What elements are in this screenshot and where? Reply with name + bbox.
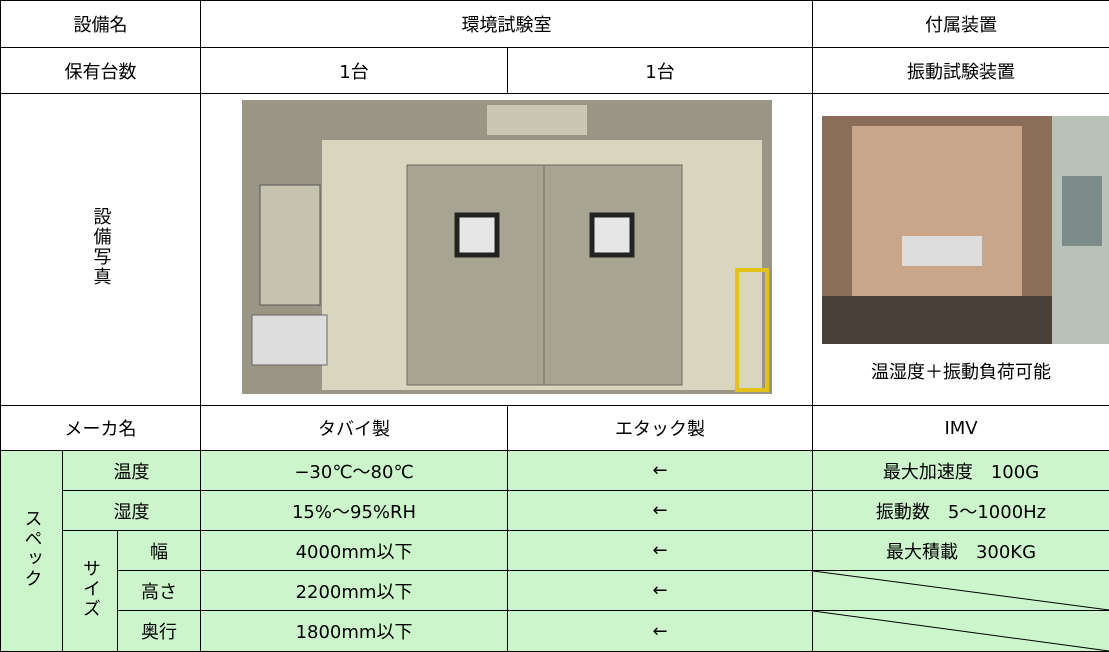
size-label: サイズ (80, 558, 101, 619)
cell: 振動数 5～1000Hz (812, 490, 1109, 531)
header-cell: 設備名 (0, 0, 202, 48)
spec-item: 温度 (61, 450, 202, 491)
spec-item: 高さ (116, 570, 202, 611)
cell: 最大加速度 100G (812, 450, 1109, 491)
cell: タバイ製 (200, 405, 509, 451)
cell: ← (507, 570, 814, 611)
cell: 1台 (200, 47, 509, 94)
cell: 1台 (507, 47, 814, 94)
header-cell: 環境試験室 (200, 0, 814, 48)
cell: ← (507, 490, 814, 531)
cell: 15%～95%RH (200, 490, 509, 531)
header-cell: 付属装置 (812, 0, 1109, 48)
vibration-photo (822, 115, 1109, 344)
cell: ← (507, 610, 814, 652)
photo-cell (200, 93, 814, 406)
spec-label: スペック (21, 508, 43, 589)
chamber-photo (241, 100, 772, 394)
empty-cell (812, 570, 1109, 611)
empty-cell (812, 610, 1109, 652)
spec-item: 湿度 (61, 490, 202, 531)
cell: IMV (812, 405, 1109, 451)
photo-label: 設備写真 (90, 207, 112, 287)
cell: 2200mm以下 (200, 570, 509, 611)
row-label: メーカ名 (0, 405, 202, 451)
cell: 最大積載 300KG (812, 530, 1109, 571)
cell: エタック製 (507, 405, 814, 451)
row-label: 保有台数 (0, 47, 202, 94)
spec-item: 奥行 (116, 610, 202, 652)
row-label: 設備写真 (0, 93, 202, 406)
row-label: サイズ (62, 530, 118, 652)
cell: ← (507, 530, 814, 571)
spec-item: 幅 (116, 530, 202, 571)
cell: ← (507, 450, 814, 491)
cell: 1800mm以下 (200, 610, 509, 652)
cell: −30℃～80℃ (200, 450, 509, 491)
photo-cell: 温湿度＋振動負荷可能 (812, 93, 1109, 406)
diagonal (813, 611, 1109, 651)
cell: 振動試験装置 (812, 47, 1109, 94)
cell: 4000mm以下 (200, 530, 509, 571)
caption: 温湿度＋振動負荷可能 (871, 361, 1052, 383)
row-label: スペック (0, 450, 63, 652)
diagonal (813, 571, 1109, 610)
